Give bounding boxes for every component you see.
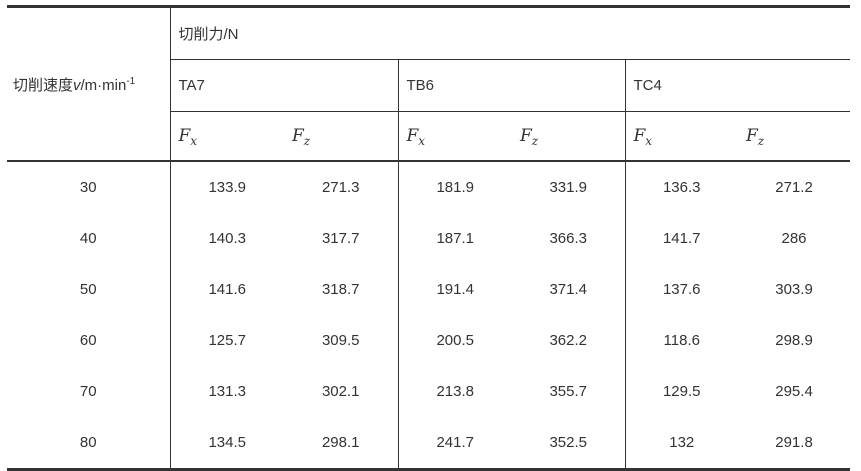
speed-cell: 70 (7, 366, 171, 417)
value-cell-ta7-fx: 131.3 (208, 383, 247, 400)
value-cell-tb6-fx: 241.7 (436, 434, 475, 451)
value-cell-tc4-fz: 295.4 (775, 383, 813, 400)
value-cell-ta7-fz: 302.1 (284, 366, 399, 417)
value-cell-tc4-fz: 286 (781, 230, 807, 247)
value-cell-tc4-fz: 303.9 (775, 281, 813, 298)
header-row-components: Fx Fz Fx Fz Fx Fz (7, 111, 851, 162)
value-cell-tb6-fx: 200.5 (436, 332, 475, 349)
value-cell-ta7-fz: 318.7 (284, 264, 399, 315)
speed-exponent: -1 (126, 75, 136, 87)
force-symbol: F (292, 126, 304, 146)
value-cell-tb6-fz: 362.2 (512, 315, 626, 366)
value-cell-ta7-fz: 309.5 (284, 315, 399, 366)
value-cell-ta7-fx: 141.6 (208, 281, 247, 298)
value-cell-tb6-fx: 181.9 (436, 179, 475, 196)
value-cell-tc4-fx: 132 (669, 434, 695, 451)
table-row: 70 131.3 302.1 213.8 355.7 129.5 295.4 (7, 366, 850, 417)
speed-cell: 40 (7, 213, 171, 264)
speed-header-prefix: 切削速度 (13, 76, 74, 94)
value-cell-tb6-fz: 331.9 (512, 161, 626, 213)
value-cell-tc4-fx: 137.6 (662, 281, 701, 298)
force-subscript: z (303, 134, 311, 148)
value-cell-ta7-fz: 298.1 (284, 417, 399, 470)
value-cell-ta7-fz: 271.3 (284, 161, 399, 213)
speed-cell: 80 (7, 417, 171, 470)
value-cell-tc4-fx: 136.3 (662, 179, 701, 196)
speed-cell: 30 (7, 161, 171, 213)
force-symbol: F (746, 126, 758, 146)
force-subscript: x (190, 134, 198, 148)
value-cell-tc4-fz: 291.8 (775, 434, 813, 451)
material-header-tc4: TC4 (625, 59, 851, 112)
table-row: 40 140.3 317.7 187.1 366.3 141.7 286 (7, 213, 850, 264)
value-cell-ta7-fx: 140.3 (208, 230, 247, 247)
fx-header-tb6: Fx (398, 111, 512, 162)
speed-unit: /m·min (80, 76, 127, 94)
value-cell-tb6-fz: 355.7 (512, 366, 626, 417)
value-cell-tb6-fz: 352.5 (512, 417, 626, 470)
fz-header-ta7: Fz (284, 111, 399, 162)
cutting-force-table: 切削速度v/m·min-1 切削力/N TA7 TB6 TC4 Fx Fz Fx… (7, 5, 851, 471)
value-cell-tc4-fz: 298.9 (775, 332, 813, 349)
material-header-ta7: TA7 (170, 59, 399, 112)
speed-column-header: 切削速度v/m·min-1 (7, 6, 171, 162)
force-group-header: 切削力/N (170, 6, 851, 60)
force-symbol: F (178, 126, 191, 146)
value-cell-ta7-fx: 133.9 (208, 179, 247, 196)
speed-cell: 60 (7, 315, 171, 366)
value-cell-tc4-fx: 129.5 (662, 383, 701, 400)
table-row: 30 133.9 271.3 181.9 331.9 136.3 271.2 (7, 161, 850, 213)
force-symbol: F (633, 126, 646, 146)
value-cell-ta7-fz: 317.7 (284, 213, 399, 264)
fx-header-tc4: Fx (625, 111, 738, 162)
fz-header-tb6: Fz (512, 111, 626, 162)
value-cell-tb6-fx: 213.8 (436, 383, 475, 400)
fz-header-tc4: Fz (738, 111, 851, 162)
value-cell-tb6-fz: 371.4 (512, 264, 626, 315)
value-cell-ta7-fx: 134.5 (208, 434, 247, 451)
speed-cell: 50 (7, 264, 171, 315)
force-subscript: x (418, 134, 426, 148)
value-cell-tb6-fx: 187.1 (436, 230, 475, 247)
table-row: 60 125.7 309.5 200.5 362.2 118.6 298.9 (7, 315, 850, 366)
value-cell-tc4-fx: 118.6 (663, 332, 700, 349)
table-row: 50 141.6 318.7 191.4 371.4 137.6 303.9 (7, 264, 850, 315)
speed-symbol: v (73, 76, 81, 94)
force-subscript: z (757, 134, 765, 148)
value-cell-tc4-fz: 271.2 (775, 179, 813, 196)
value-cell-tb6-fx: 191.4 (436, 281, 475, 298)
force-symbol: F (520, 126, 532, 146)
value-cell-tb6-fz: 366.3 (512, 213, 626, 264)
header-row-materials: TA7 TB6 TC4 (7, 59, 851, 112)
cutting-force-table-wrapper: 切削速度v/m·min-1 切削力/N TA7 TB6 TC4 Fx Fz Fx… (7, 5, 851, 471)
force-subscript: z (531, 134, 539, 148)
force-subscript: x (645, 134, 653, 148)
table-row: 80 134.5 298.1 241.7 352.5 132 291.8 (7, 417, 850, 470)
value-cell-tc4-fx: 141.7 (662, 230, 701, 247)
fx-header-ta7: Fx (170, 111, 284, 162)
material-header-tb6: TB6 (398, 59, 626, 112)
header-row-group: 切削速度v/m·min-1 切削力/N (7, 6, 851, 162)
force-symbol: F (406, 126, 419, 146)
value-cell-ta7-fx: 125.7 (208, 332, 247, 349)
